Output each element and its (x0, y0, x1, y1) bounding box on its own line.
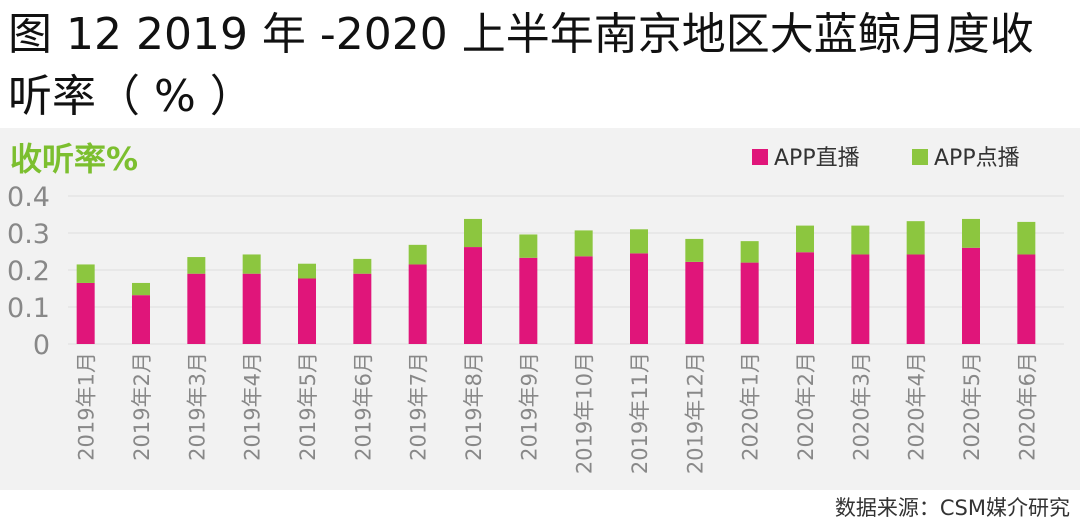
live-bar (187, 273, 206, 344)
ondemand-bar (353, 258, 372, 274)
x-tick-label: 2019年2月 (130, 352, 154, 461)
ondemand-bar (796, 225, 814, 253)
ondemand-bar (685, 238, 704, 262)
ondemand-bar (630, 229, 648, 254)
live-bar (796, 252, 814, 344)
live-bar (851, 254, 870, 344)
live-bar (1017, 254, 1036, 344)
ondemand-bar (740, 241, 759, 263)
live-bar (906, 254, 925, 344)
bars (76, 218, 1036, 344)
gridlines (68, 195, 1064, 345)
live-bar (574, 256, 593, 344)
ondemand-bar (464, 218, 482, 248)
live-bar (132, 295, 150, 344)
live-bar (76, 282, 95, 344)
x-tick-label: 2020年2月 (794, 352, 818, 461)
legend-item-ondemand-swatch (912, 149, 928, 165)
legend: APP直播 APP点播 (752, 146, 1020, 171)
live-bar (353, 273, 372, 344)
ondemand-bar (408, 244, 427, 265)
data-source: 数据来源：CSM媒介研究 (834, 496, 1070, 520)
x-tick-label: 2019年7月 (407, 352, 431, 461)
x-tick-label: 2019年8月 (462, 352, 486, 461)
ondemand-bar (574, 230, 593, 257)
legend-item-ondemand-label: APP点播 (934, 146, 1020, 171)
y-tick-label: 0.2 (7, 256, 50, 287)
live-bar (408, 264, 427, 344)
x-tick-label: 2019年11月 (628, 352, 652, 474)
x-tick-label: 2019年1月 (75, 352, 99, 461)
x-tick-label: 2020年3月 (849, 352, 873, 461)
live-bar (962, 247, 980, 344)
live-bar (685, 261, 704, 344)
y-tick-label: 0.3 (7, 219, 50, 250)
live-bar (464, 247, 482, 344)
y-tick-labels: 0 0.1 0.2 0.3 0.4 (7, 182, 50, 361)
y-tick-label: 0 (33, 330, 50, 361)
y-tick-label: 0.1 (7, 293, 50, 324)
legend-item-live-label: APP直播 (774, 146, 860, 171)
y-tick-label: 0.4 (7, 182, 50, 213)
y-axis-label: 收听率% (10, 140, 138, 178)
legend-item-live-swatch (752, 149, 768, 165)
x-tick-label: 2019年5月 (296, 352, 320, 461)
ondemand-bar (906, 221, 925, 255)
x-tick-label: 2019年6月 (351, 352, 375, 461)
x-tick-label: 2020年1月 (739, 352, 763, 461)
x-tick-label: 2019年9月 (517, 352, 541, 461)
x-tick-label: 2020年5月 (960, 352, 984, 461)
live-bar (298, 278, 316, 344)
x-tick-label: 2020年4月 (905, 352, 929, 461)
ondemand-bar (962, 218, 980, 248)
ondemand-bar (76, 264, 95, 283)
x-tick-label: 2020年6月 (1015, 352, 1039, 461)
chart-background (0, 128, 1080, 490)
ondemand-bar (187, 257, 206, 274)
ondemand-bar (1017, 221, 1036, 255)
ondemand-bar (519, 234, 538, 258)
live-bar (740, 262, 759, 344)
ondemand-bar (242, 254, 261, 274)
live-bar (519, 257, 538, 344)
stacked-bar-chart: 收听率% APP直播 APP点播 00.10.20.30.4 2019年1月 201… (7, 140, 1064, 474)
x-tick-label: 2019年10月 (573, 352, 597, 474)
x-tick-label: 2019年12月 (683, 352, 707, 474)
x-tick-label: 2019年3月 (185, 352, 209, 461)
ondemand-bar (851, 225, 870, 255)
figure-title: 图 12 2019 年 -2020 上半年南京地区大蓝鲸月度收听率（ % ） (8, 9, 1034, 122)
x-tick-label: 2019年4月 (241, 352, 265, 461)
x-tick-labels: 2019年1月 2019年2月 2019年3月 2019年4月 2019年5月 2019年… (75, 352, 1040, 474)
ondemand-bar (132, 282, 150, 296)
live-bar (242, 273, 261, 344)
ondemand-bar (298, 263, 316, 279)
live-bar (630, 253, 648, 344)
